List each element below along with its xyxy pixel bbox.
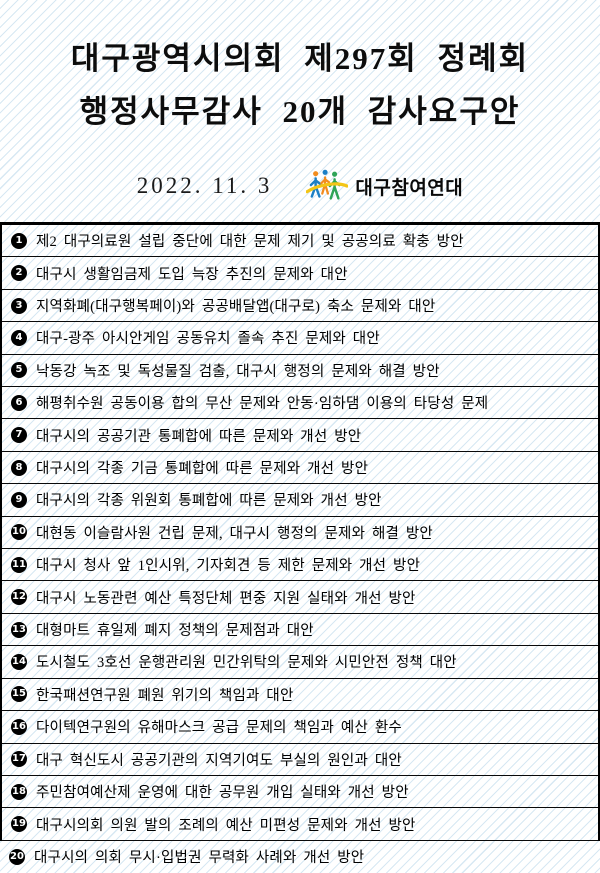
audit-item-row: 13 대형마트 휴일제 폐지 정책의 문제점과 대안 — [2, 614, 598, 647]
audit-item-row: 15 한국패션연구원 폐원 위기의 책임과 대안 — [2, 679, 598, 712]
item-number-badge: 14 — [11, 653, 27, 670]
audit-item-row: 9 대구시의 각종 위원회 통폐합에 따른 문제와 개선 방안 — [2, 484, 598, 517]
audit-item-row: 18 주민참여예산제 운영에 대한 공무원 개입 실태와 개선 방안 — [2, 776, 598, 809]
item-number-badge: 7 — [11, 427, 27, 444]
item-text: 주민참여예산제 운영에 대한 공무원 개입 실태와 개선 방안 — [36, 785, 409, 802]
item-text: 대구 혁신도시 공공기관의 지역기여도 부실의 원인과 대안 — [36, 752, 402, 769]
audit-item-row: 3 지역화폐(대구행복페이)와 공공배달앱(대구로) 축소 문제와 대안 — [2, 290, 598, 323]
audit-item-row: 14 도시철도 3호선 운행관리원 민간위탁의 문제와 시민안전 정책 대안 — [2, 646, 598, 679]
item-number-badge: 9 — [11, 491, 27, 508]
audit-item-row: 19 대구시의회 의원 발의 조례의 예산 미편성 문제와 개선 방안 — [2, 808, 598, 841]
audit-item-row: 10 대현동 이슬람사원 건립 문제, 대구시 행정의 문제와 해결 방안 — [2, 517, 598, 550]
item-number-badge: 3 — [11, 297, 27, 314]
item-text: 다이텍연구원의 유해마스크 공급 문제의 책임과 예산 환수 — [36, 720, 402, 737]
item-number-badge: 19 — [11, 816, 27, 833]
item-text: 제2 대구의료원 설립 중단에 대한 문제 제기 및 공공의료 확충 방안 — [36, 234, 464, 251]
item-text: 한국패션연구원 폐원 위기의 책임과 대안 — [36, 687, 294, 704]
audit-item-row: 7 대구시의 공공기관 통폐합에 따른 문제와 개선 방안 — [2, 419, 598, 452]
audit-items-table: 1 제2 대구의료원 설립 중단에 대한 문제 제기 및 공공의료 확충 방안 2 대… — [0, 222, 600, 873]
audit-item-row: 20 대구시의 의회 무시·입법권 무력화 사례와 개선 방안 — [0, 841, 600, 873]
item-number-badge: 12 — [11, 589, 27, 606]
item-text: 대형마트 휴일제 폐지 정책의 문제점과 대안 — [36, 623, 314, 640]
item-number-badge: 13 — [11, 621, 27, 638]
audit-item-row: 11 대구시 청사 앞 1인시위, 기자회견 등 제한 문제와 개선 방안 — [2, 549, 598, 582]
item-number-badge: 8 — [11, 459, 27, 476]
item-number-badge: 6 — [11, 394, 27, 411]
item-text: 대구시의회 의원 발의 조례의 예산 미편성 문제와 개선 방안 — [36, 817, 416, 834]
page-title-line1: 대구광역시의회 제297회 정례회 — [70, 41, 530, 76]
item-text: 대구시의 공공기관 통폐합에 따른 문제와 개선 방안 — [36, 428, 362, 445]
item-number-badge: 20 — [9, 848, 25, 865]
audit-item-row: 6 해평취수원 공동이용 합의 무산 문제와 안동·임하댐 이용의 타당성 문제 — [2, 387, 598, 420]
item-number-badge: 5 — [11, 362, 27, 379]
audit-item-row: 5 낙동강 녹조 및 독성물질 검출, 대구시 행정의 문제와 해결 방안 — [2, 355, 598, 388]
audit-item-row: 16 다이텍연구원의 유해마스크 공급 문제의 책임과 예산 환수 — [2, 711, 598, 744]
audit-item-row: 1 제2 대구의료원 설립 중단에 대한 문제 제기 및 공공의료 확충 방안 — [2, 225, 598, 258]
page-title-line2: 행정사무감사 20개 감사요구안 — [79, 94, 521, 129]
item-text: 대구-광주 아시안게임 공동유치 졸속 추진 문제와 대안 — [36, 331, 380, 348]
item-text: 대현동 이슬람사원 건립 문제, 대구시 행정의 문제와 해결 방안 — [36, 525, 433, 542]
item-text: 도시철도 3호선 운행관리원 민간위탁의 문제와 시민안전 정책 대안 — [36, 655, 457, 672]
audit-item-row: 17 대구 혁신도시 공공기관의 지역기여도 부실의 원인과 대안 — [2, 744, 598, 776]
item-text: 대구시의 각종 위원회 통폐합에 따른 문제와 개선 방안 — [36, 493, 382, 510]
item-text: 대구시 노동관련 예산 특정단체 편중 지원 실태와 개선 방안 — [36, 590, 416, 607]
item-number-badge: 4 — [11, 329, 27, 346]
date-text: 2022. 11. 3 — [136, 173, 273, 198]
item-number-badge: 16 — [11, 718, 27, 735]
daegu-participation-logo: 대구참여연대 — [306, 168, 463, 204]
logo-text: 대구참여연대 — [355, 177, 464, 199]
item-number-badge: 2 — [11, 265, 27, 282]
table-body: 1 제2 대구의료원 설립 중단에 대한 문제 제기 및 공공의료 확충 방안 2 대… — [0, 225, 600, 841]
item-number-badge: 10 — [11, 524, 27, 541]
audit-item-row: 12 대구시 노동관련 예산 특정단체 편중 지원 실태와 개선 방안 — [2, 581, 598, 614]
item-text: 해평취수원 공동이용 합의 무산 문제와 안동·임하댐 이용의 타당성 문제 — [36, 396, 489, 413]
item-text: 대구시 청사 앞 1인시위, 기자회견 등 제한 문제와 개선 방안 — [36, 558, 421, 575]
item-text: 대구시의 의회 무시·입법권 무력화 사례와 개선 방안 — [34, 850, 365, 867]
item-number-badge: 15 — [11, 686, 27, 703]
item-number-badge: 1 — [11, 232, 27, 249]
people-figures-logo-icon — [306, 169, 349, 200]
date-logo-row: 2022. 11. 3 대구참여연대 — [0, 166, 600, 206]
item-text: 대구시의 각종 기금 통폐합에 따른 문제와 개선 방안 — [36, 461, 369, 478]
item-text: 대구시 생활임금제 도입 늑장 추진의 문제와 대안 — [36, 266, 348, 283]
audit-item-row: 4 대구-광주 아시안게임 공동유치 졸속 추진 문제와 대안 — [2, 322, 598, 355]
item-number-badge: 17 — [11, 751, 27, 768]
audit-item-row: 2 대구시 생활임금제 도입 늑장 추진의 문제와 대안 — [2, 257, 598, 290]
item-number-badge: 11 — [11, 556, 27, 573]
table-last-row: 20 대구시의 의회 무시·입법권 무력화 사례와 개선 방안 — [0, 841, 600, 873]
audit-item-row: 8 대구시의 각종 기금 통폐합에 따른 문제와 개선 방안 — [2, 452, 598, 485]
item-number-badge: 18 — [11, 783, 27, 800]
item-text: 낙동강 녹조 및 독성물질 검출, 대구시 행정의 문제와 해결 방안 — [36, 363, 440, 380]
item-text: 지역화폐(대구행복페이)와 공공배달앱(대구로) 축소 문제와 대안 — [36, 299, 436, 316]
